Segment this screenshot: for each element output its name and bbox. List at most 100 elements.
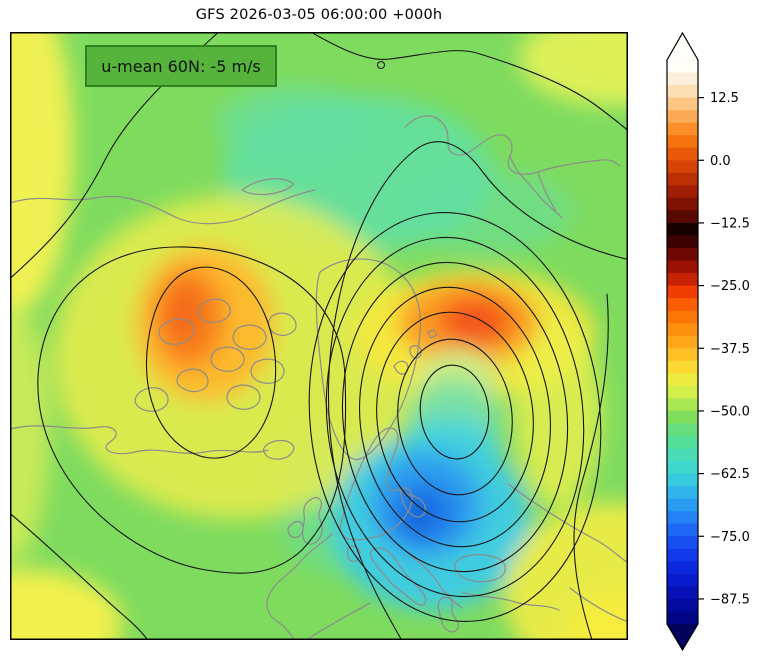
colorbar-segment	[667, 210, 698, 224]
colorbar-segment	[667, 573, 698, 588]
island-arctic-3	[232, 324, 267, 350]
colorbar-tick-label: 0.0	[710, 154, 731, 169]
field-layer	[10, 32, 628, 640]
teal-arctic-3	[403, 170, 573, 254]
colorbar-segment	[667, 97, 698, 111]
colorbar-segment	[667, 60, 698, 74]
coast-canada-mainland	[10, 425, 269, 455]
colorbar-segment	[667, 310, 698, 324]
colorbar-tick-label: −75.0	[710, 530, 750, 545]
yellow-left-top	[10, 32, 74, 312]
colorbar-segment	[667, 598, 698, 613]
colorbar-segment	[667, 473, 698, 487]
colorbar-segment	[667, 160, 698, 174]
yellow-corner-bl	[10, 569, 123, 640]
colorbar-over-arrow	[667, 33, 698, 60]
contour-vortex-2	[397, 338, 513, 496]
annotation-text: u-mean 60N: -5 m/s	[101, 56, 261, 76]
coast-iceland	[262, 439, 295, 460]
colorbar-segment	[667, 348, 698, 362]
coastlines-layer	[10, 115, 628, 640]
island-arctic-5	[250, 358, 285, 384]
coast-baltic-gulf	[399, 488, 426, 518]
coast-scandinavia	[339, 427, 413, 541]
colorbar-segment	[667, 410, 698, 425]
colorbar-segment	[667, 511, 698, 525]
coast-med-west	[305, 602, 371, 640]
colorbar-tick-label: −25.0	[710, 279, 750, 294]
coast-siberia-gulf2	[537, 171, 557, 213]
colorbar-segment	[667, 536, 698, 550]
island-arctic-1	[158, 318, 195, 345]
colorbar-segment	[667, 147, 698, 161]
contour-vortex-1	[419, 364, 490, 460]
island-new-siberian	[241, 178, 295, 196]
colorbar-segment	[667, 486, 698, 500]
colorbar-segment	[667, 586, 698, 600]
colorbar-segments	[667, 60, 698, 625]
colorbar-segment	[667, 135, 698, 149]
teal-arctic-2	[217, 86, 367, 162]
yellow-corner-br2	[571, 590, 628, 640]
colorbar-ticks: 12.5 0.0 −12.5 −25.0 −37.5 −50.0 −62.5 −75.0 −87…	[698, 91, 750, 607]
colorbar-segment	[667, 172, 698, 187]
annotation-box: u-mean 60N: -5 m/s	[85, 45, 277, 87]
island-arctic-4	[210, 346, 245, 372]
colorbar-segment	[667, 436, 698, 450]
colorbar-segment	[667, 373, 698, 387]
colorbar-segment	[667, 398, 698, 412]
coast-france-iberia	[266, 533, 333, 640]
contour-vortex-ovals	[308, 212, 602, 622]
colorbar-segment	[667, 260, 698, 274]
colorbar-segment	[667, 85, 698, 99]
colorbar-segment	[667, 323, 698, 337]
plot-title: GFS 2026-03-05 06:00:00 +000h	[195, 7, 443, 23]
contour-vortex-5	[341, 261, 569, 573]
red-crescent-peak	[439, 297, 511, 345]
cold-pool-min	[405, 500, 431, 532]
colorbar-segment	[667, 222, 698, 237]
coast-denmark	[346, 545, 361, 562]
colorbar-segment	[667, 285, 698, 299]
colorbar-segment	[667, 561, 698, 575]
map-svg	[10, 32, 628, 640]
contour-north	[309, 32, 628, 132]
colorbar-segment	[667, 335, 698, 349]
colorbar-tick-label: −87.5	[710, 592, 750, 607]
colorbar-segment	[667, 235, 698, 249]
colorbar-segment	[667, 122, 698, 136]
colorbar-tick-label: −50.0	[710, 404, 750, 419]
colorbar-segment	[667, 611, 698, 625]
colorbar-segment	[667, 72, 698, 86]
colorbar-segment	[667, 385, 698, 400]
colorbar-segment	[667, 548, 698, 563]
colorbar: 12.5 0.0 −12.5 −25.0 −37.5 −50.0 −62.5 −75.0 −87…	[666, 31, 750, 652]
yellow-left-mid	[10, 302, 50, 562]
colorbar-segment	[667, 185, 698, 199]
colorbar-tick-label: −12.5	[710, 216, 750, 231]
colorbar-segment	[667, 248, 698, 262]
contour-vortex-6	[325, 236, 585, 598]
colorbar-segment	[667, 197, 698, 212]
colorbar-under-arrow	[667, 624, 698, 650]
coast-alaska-chukotka	[10, 189, 316, 225]
map-canvas	[10, 32, 628, 640]
orange-deep-west	[166, 286, 202, 342]
island-arctic-2	[198, 298, 231, 323]
contour-southwest	[10, 512, 149, 640]
coast-great-britain	[301, 497, 323, 545]
colorbar-segment	[667, 523, 698, 537]
colorbar-tick-label: −62.5	[710, 467, 750, 482]
contour-vortex-3	[376, 311, 534, 523]
colorbar-outline	[666, 31, 699, 652]
colorbar-segment	[667, 461, 698, 475]
island-fjl	[427, 329, 438, 339]
coast-black-sea	[454, 554, 506, 583]
field-blobs	[10, 32, 628, 640]
colorbar-segment	[667, 423, 698, 437]
coast-siberia	[404, 115, 621, 175]
coast-greece	[437, 596, 459, 633]
yellow-corner-tr	[519, 32, 628, 106]
island-arctic-7	[226, 384, 261, 410]
